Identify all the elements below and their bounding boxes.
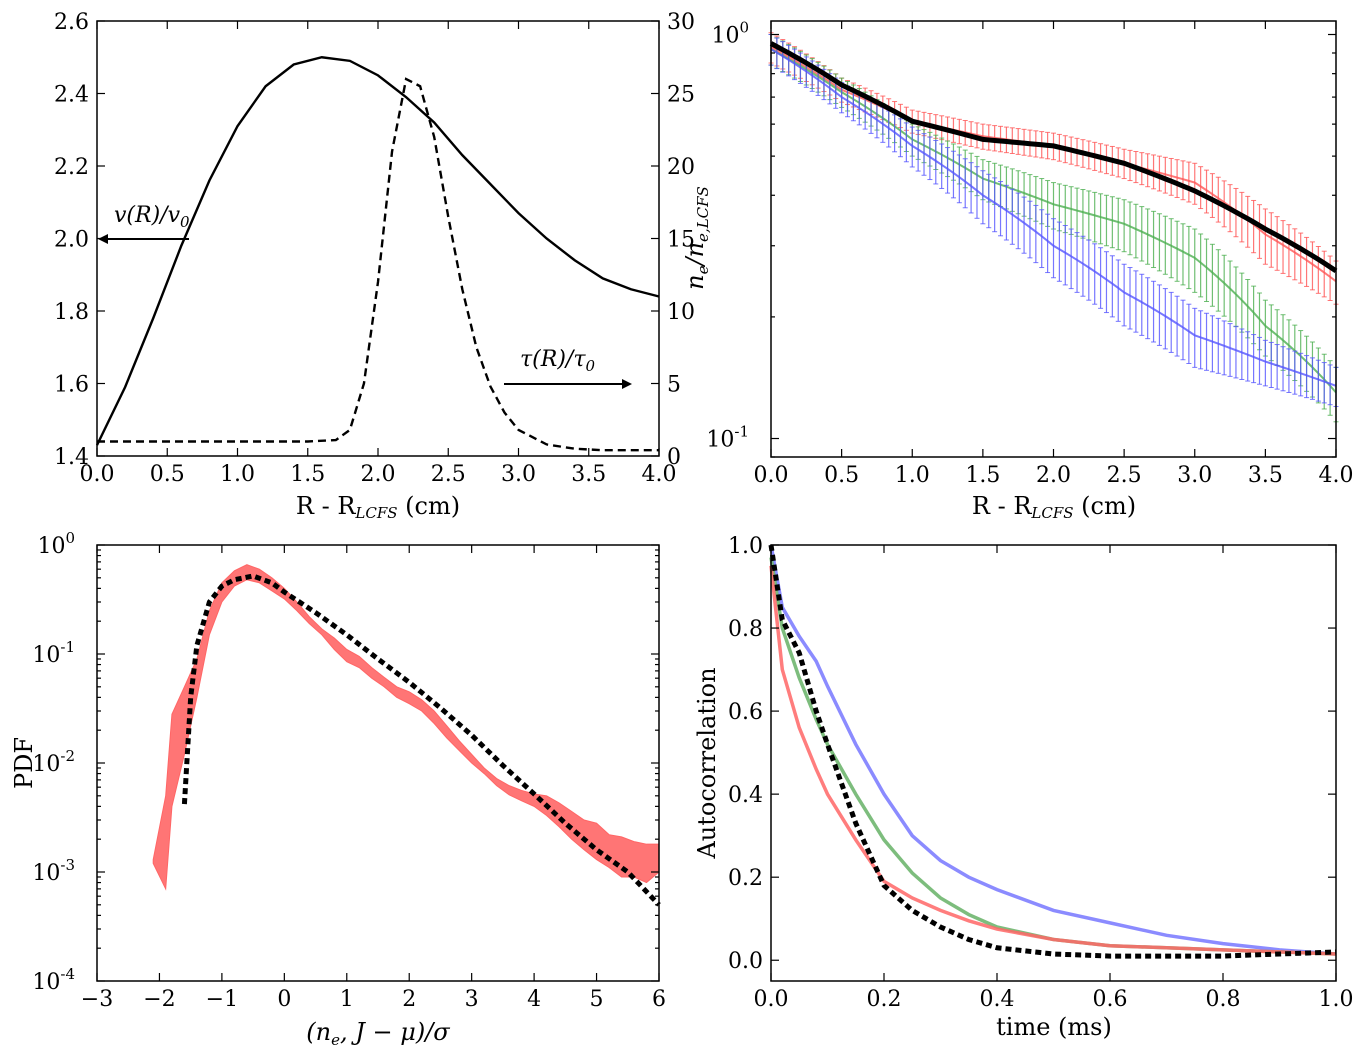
b-xtick-label-4: 2.0 bbox=[1036, 463, 1071, 488]
b-xtick-label-5: 2.5 bbox=[1107, 463, 1142, 488]
a-xtick-label-6: 3.0 bbox=[501, 462, 536, 487]
panel-d-plot-area bbox=[768, 544, 1337, 959]
a-ytick-label-right-5: 25 bbox=[667, 83, 695, 108]
d-ytick-label-4: 0.8 bbox=[728, 617, 763, 642]
d-xtick-label-4: 0.8 bbox=[1206, 987, 1241, 1012]
c-ytick-label-4: 10-4 bbox=[32, 965, 75, 995]
panel-c-plot-area bbox=[152, 564, 661, 907]
c-xtick-label-5: 2 bbox=[402, 987, 416, 1012]
b-xtick-label-2: 1.0 bbox=[895, 463, 930, 488]
series-blue-line bbox=[770, 48, 1337, 387]
panel-density-profiles: 0.0 0.5 1.0 1.5 2.0 2.5 3.0 3.5 4.0 100 10-1 R - R… bbox=[706, 19, 1353, 522]
a-xtick-label-1: 0.5 bbox=[150, 462, 185, 487]
panel-d-ylabel: Autocorrelation bbox=[693, 667, 721, 859]
c-xtick-label-4: 1 bbox=[340, 987, 354, 1012]
a-xtick-label-5: 2.5 bbox=[431, 462, 466, 487]
a-ytick-label-right-3: 15 bbox=[667, 228, 695, 253]
d-ytick-label-2: 0.4 bbox=[728, 783, 763, 808]
panel-d-ticks: 0.0 0.2 0.4 0.6 0.8 1.0 0.0 0.2 0.4 0.6 0.8 1.0 bbox=[728, 534, 1354, 1012]
panel-b-ticks: 0.0 0.5 1.0 1.5 2.0 2.5 3.0 3.5 4.0 100 10-1 bbox=[706, 19, 1353, 488]
c-xtick-label-2: −1 bbox=[206, 987, 238, 1012]
pdf-model-line bbox=[181, 573, 661, 907]
a-ytick-label-right-4: 20 bbox=[667, 155, 695, 180]
a-xtick-label-3: 1.5 bbox=[290, 462, 325, 487]
d-xtick-label-2: 0.4 bbox=[980, 987, 1015, 1012]
a-xtick-label-7: 3.5 bbox=[571, 462, 606, 487]
panel-b-plot-area bbox=[768, 32, 1339, 423]
c-ytick-label-0: 100 bbox=[37, 529, 75, 559]
a-ytick-label-right-2: 10 bbox=[667, 300, 695, 325]
d-ytick-label-1: 0.2 bbox=[728, 866, 763, 891]
a-xtick-label-8: 4.0 bbox=[642, 462, 677, 487]
velocity-annotation: v(R)/v0 bbox=[114, 203, 190, 231]
panel-a-right-ylabel: ne/ne,LCFS bbox=[681, 186, 712, 290]
panel-c-ticks: −3 −2 −1 0 1 2 3 4 5 6 100 10-1 10-2 10-3 10-4 bbox=[32, 529, 666, 1012]
autocorr-red-line bbox=[769, 565, 1337, 956]
panel-a-xlabel: R - RLCFS (cm) bbox=[296, 492, 460, 522]
b-xtick-label-1: 0.5 bbox=[824, 463, 859, 488]
c-ytick-label-1: 10-1 bbox=[32, 638, 75, 668]
b-ytick-label-1: 10-1 bbox=[706, 423, 749, 453]
a-ytick-label-left-2: 1.8 bbox=[54, 300, 89, 325]
b-xtick-label-3: 1.5 bbox=[965, 463, 1000, 488]
d-xtick-label-1: 0.2 bbox=[867, 987, 902, 1012]
a-ytick-label-left-5: 2.4 bbox=[54, 83, 89, 108]
tau-annotation: τ(R)/τ0 bbox=[520, 347, 595, 375]
d-ytick-label-3: 0.6 bbox=[728, 700, 763, 725]
b-ytick-label-0: 100 bbox=[711, 19, 749, 49]
b-xtick-label-6: 3.0 bbox=[1177, 463, 1212, 488]
panel-a-ticks: 0.0 0.5 1.0 1.5 2.0 2.5 3.0 3.5 4.0 1.4 1.6 1.8 2.0 2… bbox=[54, 10, 695, 487]
a-ytick-label-left-1: 1.6 bbox=[54, 373, 89, 398]
series-tau-line bbox=[97, 77, 659, 452]
panel-velocity-profile: 0.0 0.5 1.0 1.5 2.0 2.5 3.0 3.5 4.0 1.4 1.6 1.8 2.0 2… bbox=[54, 10, 712, 522]
panel-pdf: −3 −2 −1 0 1 2 3 4 5 6 100 10-1 10-2 10-3 10-4 (ne, J … bbox=[10, 529, 666, 1049]
series-blue-errorbars bbox=[768, 34, 1339, 408]
a-ytick-label-left-3: 2.0 bbox=[54, 228, 89, 253]
autocorr-green-line bbox=[769, 557, 1337, 956]
b-xtick-label-8: 4.0 bbox=[1319, 463, 1354, 488]
a-ytick-label-right-6: 30 bbox=[667, 10, 695, 35]
c-xtick-label-3: 0 bbox=[277, 987, 291, 1012]
c-ytick-label-3: 10-3 bbox=[32, 856, 75, 886]
a-ytick-label-left-6: 2.6 bbox=[54, 10, 89, 35]
series-velocity-line bbox=[95, 56, 660, 446]
a-ytick-label-right-0: 0 bbox=[667, 445, 681, 470]
panel-b-xlabel: R - RLCFS (cm) bbox=[972, 492, 1136, 522]
c-xtick-label-7: 4 bbox=[527, 987, 541, 1012]
b-xtick-label-0: 0.0 bbox=[754, 463, 789, 488]
d-xtick-label-0: 0.0 bbox=[754, 987, 789, 1012]
d-xtick-label-5: 1.0 bbox=[1319, 987, 1354, 1012]
b-xtick-label-7: 3.5 bbox=[1248, 463, 1283, 488]
c-xtick-label-1: −2 bbox=[143, 987, 175, 1012]
c-xtick-label-0: −3 bbox=[81, 987, 113, 1012]
panel-d-xlabel: time (ms) bbox=[996, 1013, 1112, 1041]
panel-a-plot-area bbox=[95, 56, 660, 452]
panel-autocorrelation: 0.0 0.2 0.4 0.6 0.8 1.0 0.0 0.2 0.4 0.6 0.8 1.0 tim… bbox=[693, 534, 1354, 1041]
d-xtick-label-3: 0.6 bbox=[1093, 987, 1128, 1012]
a-xtick-label-0: 0.0 bbox=[80, 462, 115, 487]
a-ytick-label-left-0: 1.4 bbox=[54, 445, 89, 470]
d-ytick-label-5: 1.0 bbox=[728, 534, 763, 559]
series-black-line bbox=[769, 41, 1338, 273]
autocorr-black-line bbox=[768, 544, 1337, 959]
d-ytick-label-0: 0.0 bbox=[728, 949, 763, 974]
c-ytick-label-2: 10-2 bbox=[32, 747, 75, 777]
a-xtick-label-4: 2.0 bbox=[361, 462, 396, 487]
a-ytick-label-left-4: 2.2 bbox=[54, 155, 89, 180]
a-xtick-label-2: 1.0 bbox=[220, 462, 255, 487]
panel-c-xlabel: (ne, J − μ)/σ bbox=[306, 1018, 450, 1049]
panel-d-frame bbox=[770, 544, 1337, 982]
panel-c-ylabel: PDF bbox=[10, 737, 38, 789]
a-ytick-label-right-1: 5 bbox=[667, 373, 681, 398]
c-xtick-label-9: 6 bbox=[652, 987, 666, 1012]
autocorr-blue-line bbox=[769, 544, 1337, 956]
c-xtick-label-8: 5 bbox=[590, 987, 604, 1012]
c-xtick-label-6: 3 bbox=[465, 987, 479, 1012]
